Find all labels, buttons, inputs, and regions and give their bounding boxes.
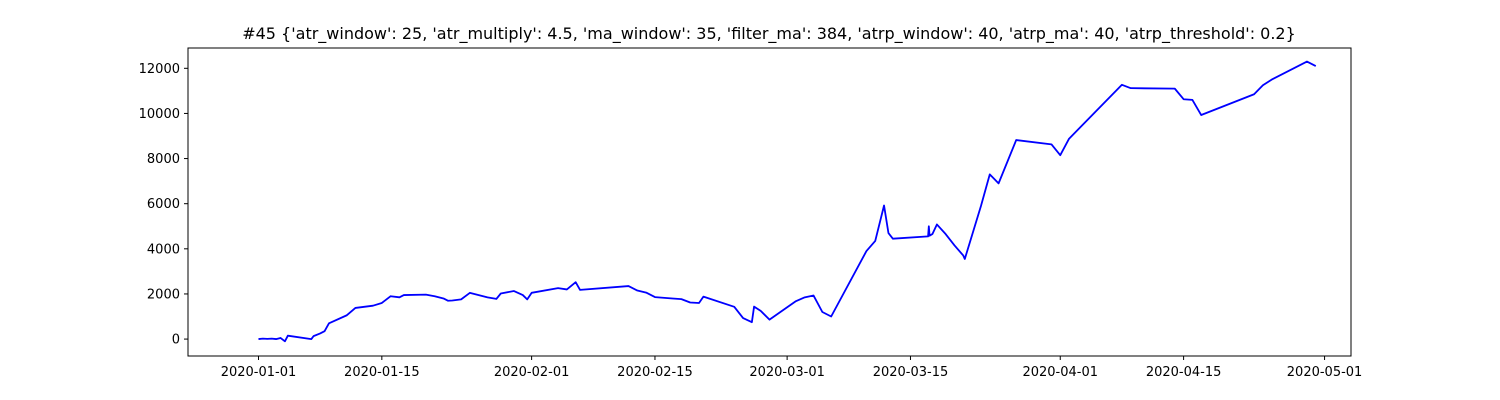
chart-title: #45 {'atr_window': 25, 'atr_multiply': 4…	[242, 24, 1296, 44]
y-tick-label: 10000	[139, 107, 180, 122]
x-tick-label: 2020-03-15	[873, 365, 949, 380]
y-axis: 0 2000 4000 6000 8000 10000 12000	[139, 62, 188, 348]
x-tick-label: 2020-05-01	[1287, 365, 1363, 380]
x-tick-label: 2020-01-01	[221, 365, 297, 380]
plot-area	[258, 60, 1317, 343]
x-tick-label: 2020-03-01	[749, 365, 825, 380]
y-tick-label: 4000	[147, 242, 180, 257]
x-tick-label: 2020-01-15	[344, 365, 420, 380]
y-tick-label: 12000	[139, 62, 180, 77]
y-tick-label: 2000	[147, 287, 180, 302]
x-tick-label: 2020-02-01	[494, 365, 570, 380]
x-tick-label: 2020-04-01	[1022, 365, 1098, 380]
y-tick-label: 6000	[147, 197, 180, 212]
y-tick-label: 8000	[147, 152, 180, 167]
x-axis: 2020-01-01 2020-01-15 2020-02-01 2020-02-15…	[221, 356, 1363, 380]
y-tick-label: 0	[172, 333, 180, 348]
x-tick-label: 2020-02-15	[617, 365, 693, 380]
axes-frame	[187, 47, 1352, 357]
x-tick-label: 2020-04-15	[1146, 365, 1222, 380]
series-line-equity	[258, 60, 1317, 343]
